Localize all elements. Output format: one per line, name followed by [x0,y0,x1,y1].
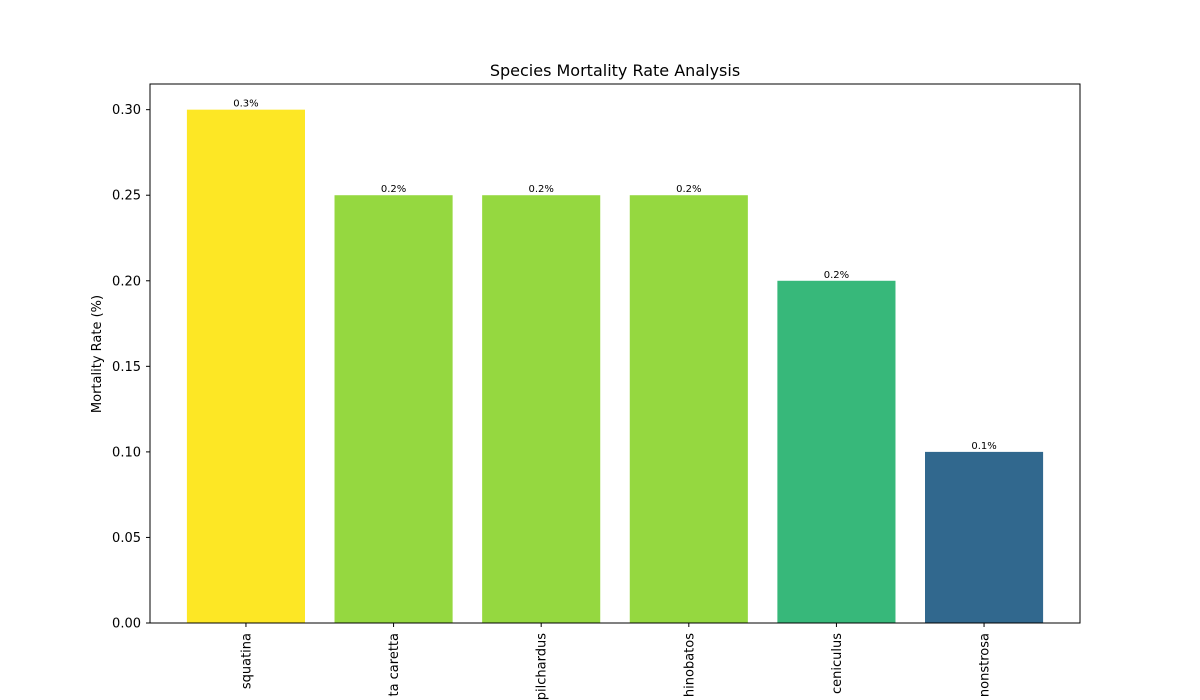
bar-6 [925,451,1044,623]
bar-2 [334,195,453,623]
y-tick-label-6: 0.25 [112,189,141,204]
x-tick-label-3: pilchardus [535,633,550,700]
data-label-5: 0.2% [824,270,849,281]
chart-title: Species Mortality Rate Analysis [490,61,740,80]
x-tick-label-5: ceniculus [830,633,845,694]
data-labels: 0.3% 0.2% 0.2% 0.2% 0.2% 0.1% [233,99,997,452]
y-tick-label-3: 0.10 [112,445,141,460]
data-label-3: 0.2% [528,184,553,195]
x-tick-label-6: nonstrosa [978,633,993,697]
x-axis-ticks: squatina ta caretta pilchardus hinobatos cen… [239,623,993,700]
bars [186,109,1044,624]
x-tick-label-2: ta caretta [387,633,402,697]
bar-5 [777,280,896,623]
x-tick-label-1: squatina [239,633,254,689]
data-label-1: 0.3% [233,99,258,110]
x-tick-label-4: hinobatos [682,633,697,697]
y-tick-label-2: 0.05 [112,531,141,546]
bar-1 [186,109,305,624]
data-label-6: 0.1% [971,441,996,452]
y-tick-label-4: 0.15 [112,360,141,375]
y-tick-label-7: 0.30 [112,103,141,118]
y-axis-ticks: 0.00 0.05 0.10 0.15 0.20 0.25 0.30 [112,103,150,632]
y-axis-label: Mortality Rate (%) [90,295,105,413]
data-label-2: 0.2% [381,184,406,195]
bar-4 [629,195,748,623]
bar-3 [482,195,601,623]
y-tick-label-1: 0.00 [112,617,141,632]
data-label-4: 0.2% [676,184,701,195]
y-tick-label-5: 0.20 [112,274,141,289]
plot-frame [149,83,1081,624]
